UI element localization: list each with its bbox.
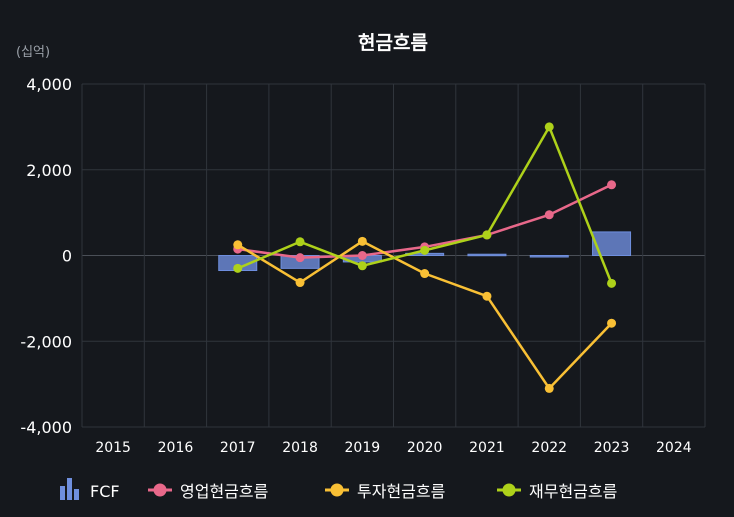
legend-dot xyxy=(330,483,344,497)
series-point xyxy=(544,122,554,132)
grid xyxy=(81,83,706,428)
x-tick-label: 2020 xyxy=(407,440,443,456)
chart-title: 현금흐름 xyxy=(358,32,428,54)
legend-label: 투자현금흐름 xyxy=(357,482,445,501)
series-point xyxy=(295,237,305,247)
legend[interactable]: FCF 영업현금흐름 투자현금흐름 재무현금흐름 xyxy=(60,478,617,501)
bar-icon-part xyxy=(74,489,79,500)
bar-icon-part xyxy=(60,486,65,500)
line-legend-icon xyxy=(497,483,521,497)
series-point xyxy=(233,240,243,250)
series-point xyxy=(482,291,492,301)
legend-dot xyxy=(502,483,516,497)
line-legend-icon xyxy=(148,483,172,497)
x-tick-label: 2018 xyxy=(282,440,318,456)
series-point xyxy=(544,383,554,393)
y-axis: 4,000 2,000 0 -2,000 -4,000 xyxy=(20,75,72,437)
series-point xyxy=(607,278,617,288)
x-tick-label: 2024 xyxy=(656,440,692,456)
series-point xyxy=(420,269,430,279)
series-point xyxy=(233,263,243,273)
fcf-bar xyxy=(529,255,569,258)
series-point xyxy=(357,261,367,271)
y-tick-label: -2,000 xyxy=(20,332,72,351)
fcf-bars xyxy=(218,231,632,272)
series-point xyxy=(357,236,367,246)
y-tick-label: 0 xyxy=(62,247,72,266)
legend-label-fcf: FCF xyxy=(90,482,120,501)
x-tick-label: 2021 xyxy=(469,440,505,456)
x-tick-label: 2019 xyxy=(345,440,381,456)
y-tick-label: -4,000 xyxy=(20,418,72,437)
series-point xyxy=(607,318,617,328)
fcf-legend-icon xyxy=(60,478,79,500)
series-point xyxy=(420,245,430,255)
x-tick-label: 2022 xyxy=(531,440,567,456)
series-lines xyxy=(233,122,617,393)
series-point xyxy=(295,278,305,288)
legend-label: 영업현금흐름 xyxy=(180,482,268,501)
x-axis: 2015 2016 2017 2018 2019 2020 2021 2022 2023 2024 xyxy=(95,440,691,456)
line-legend-icon xyxy=(325,483,349,497)
series-point xyxy=(544,210,554,220)
fcf-bar xyxy=(467,253,507,257)
x-tick-label: 2016 xyxy=(158,440,194,456)
series-point xyxy=(295,253,305,263)
bar-icon-part xyxy=(67,478,72,500)
series-point xyxy=(482,230,492,240)
fcf-bar xyxy=(592,231,632,256)
legend-dot xyxy=(153,483,167,497)
legend-label: 재무현금흐름 xyxy=(529,482,617,501)
unit-label: (십억) xyxy=(16,45,50,60)
series-point xyxy=(357,251,367,260)
x-tick-label: 2015 xyxy=(95,440,131,456)
y-tick-label: 4,000 xyxy=(26,75,72,94)
x-tick-label: 2023 xyxy=(594,440,630,456)
x-tick-label: 2017 xyxy=(220,440,256,456)
y-tick-label: 2,000 xyxy=(26,161,72,180)
series-point xyxy=(607,180,617,190)
